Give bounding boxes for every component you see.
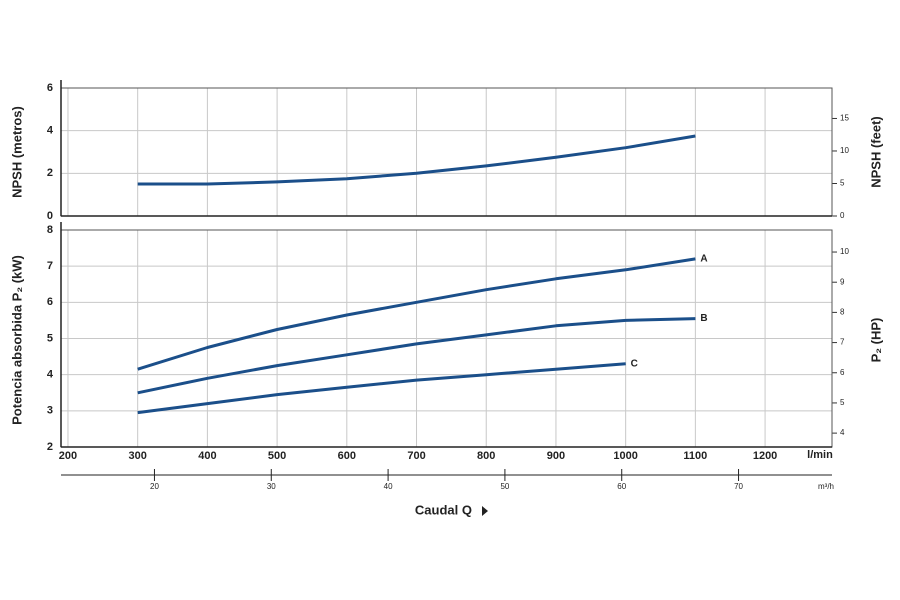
curve-label: A <box>700 254 707 265</box>
arrow-icon <box>482 506 488 516</box>
x-tick-label: 600 <box>338 450 356 462</box>
y2-tick-label: 9 <box>840 277 845 286</box>
y-tick-label: 0 <box>47 210 53 222</box>
x-tick-label: 500 <box>268 450 286 462</box>
x-tick-label: 900 <box>547 450 565 462</box>
curve-label: C <box>631 358 638 369</box>
y2-tick-label: 5 <box>840 398 845 407</box>
x-tick-label: 400 <box>198 450 216 462</box>
curve <box>137 362 626 415</box>
y-tick-label: 4 <box>47 369 54 381</box>
y-tick-label: 3 <box>47 405 53 417</box>
y2-axis-title: P₂ (HP) <box>868 318 883 363</box>
x-tick-label: 300 <box>129 450 147 462</box>
y-tick-label: 6 <box>47 82 53 94</box>
y2-tick-label: 15 <box>840 114 849 123</box>
y2-tick-label: 8 <box>840 308 845 317</box>
x-unit: l/min <box>807 449 833 461</box>
y-tick-label: 2 <box>47 167 53 179</box>
curve <box>137 317 696 395</box>
x2-tick-label: 70 <box>734 482 743 491</box>
y2-tick-label: 0 <box>840 211 845 220</box>
y-tick-label: 2 <box>47 441 53 453</box>
y-tick-label: 8 <box>47 224 53 236</box>
x2-tick-label: 20 <box>150 482 159 491</box>
y-tick-label: 5 <box>47 332 53 344</box>
y2-tick-label: 7 <box>840 338 845 347</box>
x-tick-label: 1000 <box>613 450 637 462</box>
y2-tick-label: 4 <box>840 428 845 437</box>
x2-tick-label: 40 <box>384 482 393 491</box>
curve-label: B <box>700 313 707 324</box>
x-tick-label: 200 <box>59 450 77 462</box>
x2-unit: m³/h <box>818 482 834 491</box>
y2-tick-label: 6 <box>840 368 845 377</box>
y-tick-label: 7 <box>47 260 53 272</box>
x2-tick-label: 30 <box>267 482 276 491</box>
curve <box>137 257 696 371</box>
x-tick-label: 1100 <box>683 450 707 462</box>
y2-tick-label: 5 <box>840 179 845 188</box>
y2-tick-label: 10 <box>840 146 849 155</box>
y-axis-title: Potencia absorbida P₂ (kW) <box>9 255 24 425</box>
y-tick-label: 6 <box>47 296 53 308</box>
x-tick-label: 800 <box>477 450 495 462</box>
y-tick-label: 4 <box>47 125 54 137</box>
x2-tick-label: 50 <box>500 482 509 491</box>
y-axis-title: NPSH (metros) <box>9 106 24 198</box>
y2-axis-title: NPSH (feet) <box>868 116 883 188</box>
y2-tick-label: 10 <box>840 247 849 256</box>
x-axis-title: Caudal Q <box>415 502 472 517</box>
x-tick-label: 1200 <box>753 450 777 462</box>
x2-tick-label: 60 <box>617 482 626 491</box>
curve <box>137 134 696 186</box>
x-tick-label: 700 <box>407 450 425 462</box>
